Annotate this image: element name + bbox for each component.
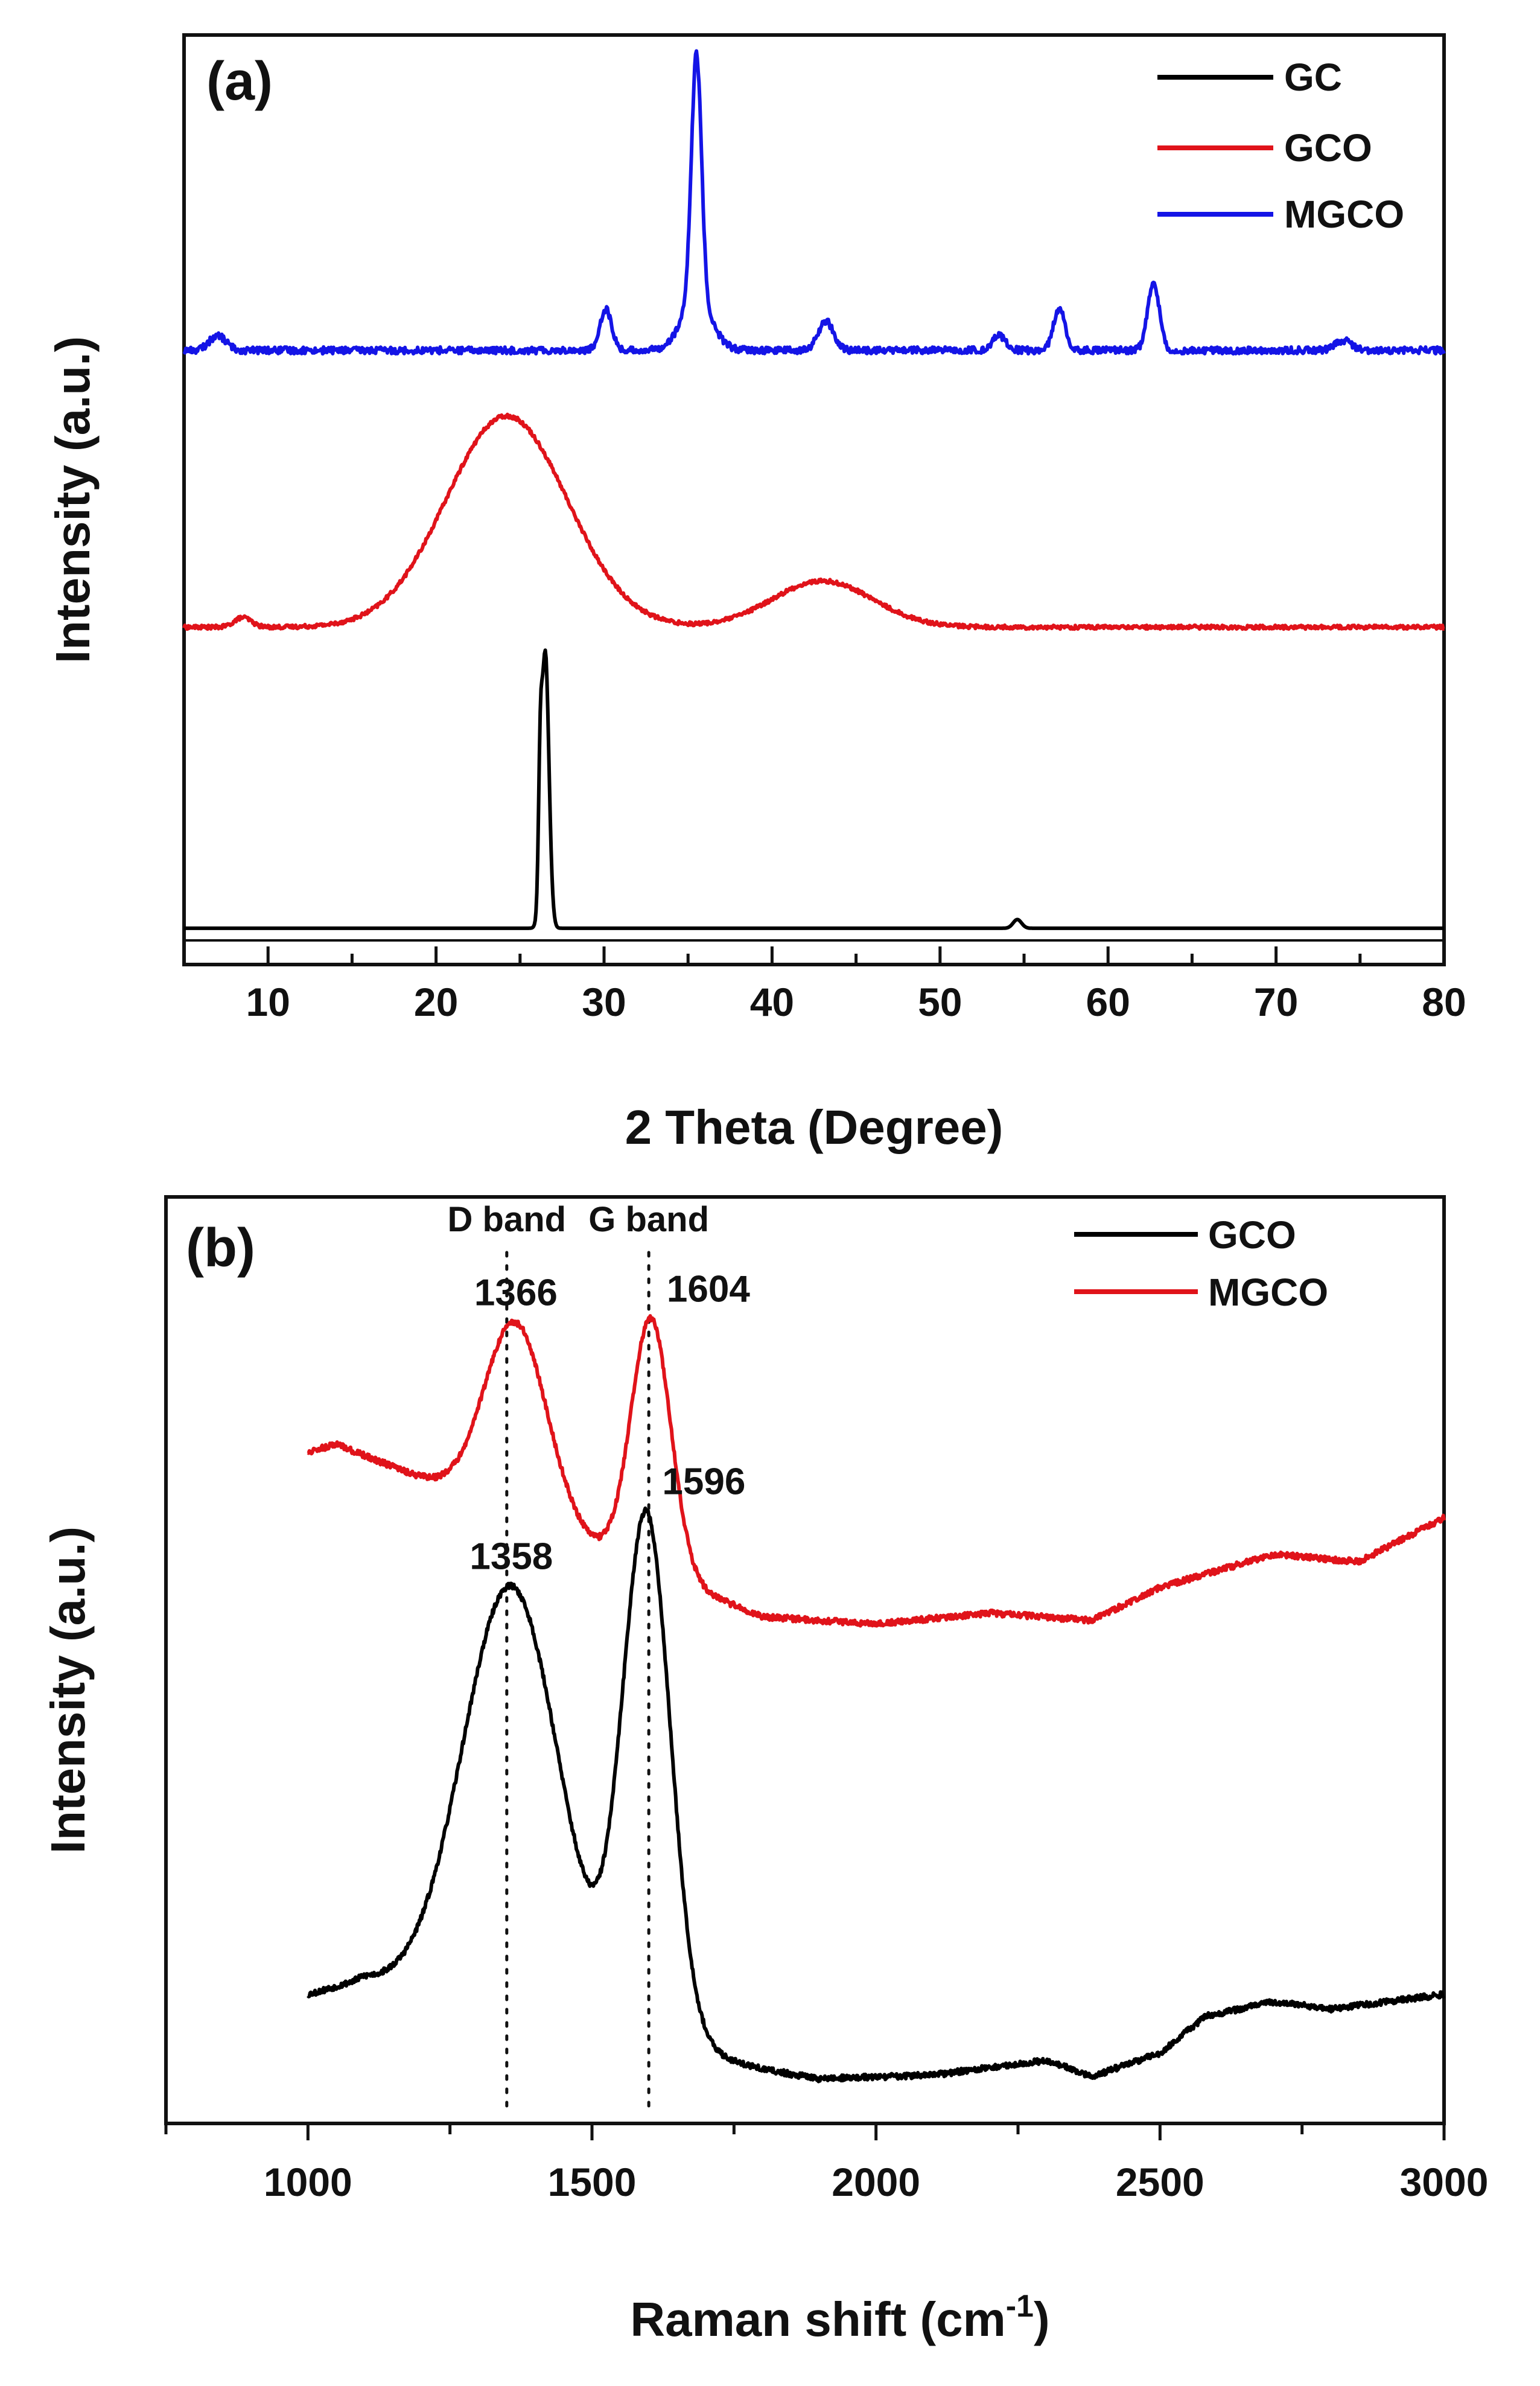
raman-legend: GCO MGCO xyxy=(1074,1213,1328,1314)
raman-y-axis-title: Intensity (a.u.) xyxy=(41,1526,95,1854)
xrd-legend: GC GCO MGCO xyxy=(1157,56,1404,236)
raman-band-label-g-band: G band xyxy=(588,1200,709,1239)
raman-x-tick-label: 1000 xyxy=(264,2160,352,2204)
xrd-x-tick-label: 30 xyxy=(582,980,626,1024)
raman-legend-label-mgco: MGCO xyxy=(1208,1271,1328,1314)
raman-series-gco xyxy=(307,1506,1446,2084)
xrd-panel-label: (a) xyxy=(206,51,273,112)
raman-annotations: 1366 1604 1358 1596 xyxy=(469,1268,750,1577)
raman-band-label-d-band: D band xyxy=(448,1200,567,1239)
raman-series-mgco xyxy=(307,1314,1446,1628)
xrd-x-tick-label: 70 xyxy=(1254,980,1298,1024)
raman-panel-label: (b) xyxy=(186,1218,255,1278)
raman-panel: 1000 1500 2000 2500 3000 D band G band (b) Ra… xyxy=(41,1195,1489,2346)
raman-peak-annotation: 1366 xyxy=(474,1272,558,1314)
raman-x-tick-label: 2500 xyxy=(1116,2160,1204,2204)
xrd-x-tick-label: 50 xyxy=(918,980,962,1024)
raman-x-axis-title-superscript: -1 xyxy=(1006,2289,1034,2324)
raman-x-axis-title-main: Raman shift (cm xyxy=(630,2292,1005,2346)
raman-series-group xyxy=(307,1314,1446,2084)
raman-x-tick-label: 2000 xyxy=(832,2160,920,2204)
raman-peak-annotation: 1596 xyxy=(662,1461,745,1503)
xrd-legend-label-gc: GC xyxy=(1284,56,1342,99)
raman-peak-annotation: 1358 xyxy=(469,1536,553,1577)
xrd-x-tick-label: 60 xyxy=(1086,980,1130,1024)
xrd-x-tick-label: 40 xyxy=(750,980,794,1024)
xrd-legend-label-gco: GCO xyxy=(1284,126,1372,170)
xrd-x-axis: 10 20 30 40 50 60 70 80 xyxy=(182,939,1466,1024)
xrd-x-tick-label: 20 xyxy=(414,980,458,1024)
raman-x-axis-title-suffix: ) xyxy=(1034,2292,1050,2346)
xrd-series-gco xyxy=(182,412,1445,631)
xrd-series-mgco xyxy=(182,49,1446,356)
raman-x-axis: 1000 1500 2000 2500 3000 xyxy=(164,2123,1489,2204)
xrd-x-axis-title: 2 Theta (Degree) xyxy=(625,1100,1004,1154)
raman-legend-label-gco: GCO xyxy=(1208,1213,1296,1257)
xrd-x-tick-label: 10 xyxy=(246,980,290,1024)
xrd-x-tick-label: 80 xyxy=(1422,980,1466,1024)
raman-band-guides: D band G band xyxy=(448,1200,709,2111)
raman-x-tick-label: 1500 xyxy=(548,2160,637,2204)
xrd-plot-frame xyxy=(182,33,1446,966)
raman-x-tick-label: 3000 xyxy=(1400,2160,1489,2204)
xrd-legend-label-mgco: MGCO xyxy=(1284,193,1404,236)
xrd-series-group xyxy=(182,49,1446,930)
xrd-panel: 10 20 30 40 50 60 70 80 (a) 2 Theta (Degree) In… xyxy=(46,33,1466,1154)
raman-peak-annotation: 1604 xyxy=(667,1268,750,1310)
xrd-y-axis-title: Intensity (a.u.) xyxy=(46,336,100,663)
raman-plot-frame xyxy=(164,1195,1446,2125)
xrd-series-gc xyxy=(183,648,1445,930)
raman-x-axis-title: Raman shift (cm-1) xyxy=(630,2289,1049,2346)
